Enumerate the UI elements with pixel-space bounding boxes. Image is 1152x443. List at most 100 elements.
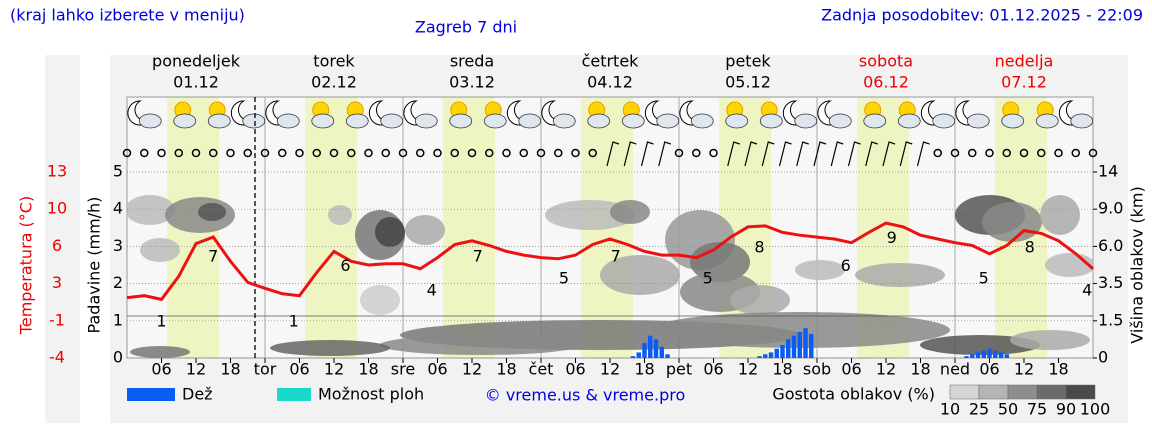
precip-bar [1004, 354, 1009, 358]
x-tick-label: 06 [841, 360, 861, 379]
wind-barb [761, 141, 775, 167]
precip-bar [964, 356, 969, 358]
temp-label: 4 [1082, 281, 1092, 300]
wind-calm [157, 148, 166, 158]
cloud-axis-title: Višina oblakov (km) [1128, 186, 1147, 343]
wind-barb [778, 141, 792, 167]
wind-barb [796, 141, 809, 167]
temp-label: 6 [841, 256, 851, 275]
temp-label: 1 [156, 312, 166, 331]
temp-label: 7 [611, 247, 621, 266]
x-tick-label: ned [940, 360, 970, 379]
wind-calm [1054, 148, 1063, 158]
temp-tick-label: -1 [49, 310, 65, 329]
cloud-legend-title: Gostota oblakov (%) [772, 385, 935, 404]
precip-bar [763, 354, 768, 358]
cloud-blob [855, 263, 945, 287]
day-name: četrtek [582, 52, 640, 71]
cloud-legend-tick: 90 [1056, 400, 1076, 419]
cloud-blob [127, 195, 175, 225]
cloud-icon [690, 113, 714, 129]
precip-axis-title: Padavine (mm/h) [85, 197, 104, 334]
cloud-icon [587, 113, 611, 129]
wind-calm [968, 148, 977, 158]
cloud-blob [360, 285, 400, 315]
day-date: 04.12 [587, 73, 633, 92]
x-tick-label: 06 [565, 360, 585, 379]
wind-calm [140, 148, 149, 158]
x-tick-label: 12 [462, 360, 482, 379]
cloud-icon [242, 113, 266, 129]
day-date: 05.12 [725, 73, 771, 92]
precip-bar [998, 352, 1004, 358]
day-name: ponedeljek [152, 52, 241, 71]
temp-label: 6 [340, 256, 350, 275]
legend-label: Dež [182, 385, 213, 404]
temp-label: 5 [559, 268, 569, 287]
x-tick-label: 06 [703, 360, 723, 379]
temp-label: 4 [427, 281, 437, 300]
precip-bar [797, 331, 802, 358]
temp-label: 5 [703, 268, 713, 287]
cloud-tick-label: 1.5 [1098, 310, 1123, 329]
title: Zagreb 7 dni [415, 18, 517, 37]
temp-label: 5 [979, 268, 989, 287]
wind-calm [692, 148, 701, 158]
x-tick-label: 06 [979, 360, 999, 379]
day-date: 01.12 [173, 73, 219, 92]
cloud-legend-box [1007, 384, 1038, 400]
wind-calm [536, 148, 546, 158]
wind-calm [933, 148, 942, 158]
cloud-blob [380, 335, 580, 355]
wind-calm [485, 148, 494, 158]
temp-tick-label: 13 [47, 162, 67, 181]
wind-calm [347, 148, 356, 158]
wind-calm [450, 148, 459, 158]
x-tick-label: 18 [358, 360, 378, 379]
wind-calm [226, 148, 235, 158]
wind-calm [433, 148, 442, 158]
cloud-legend-tick: 25 [969, 400, 989, 419]
cloud-icon [449, 113, 473, 129]
cloud-icon [207, 113, 231, 129]
precip-bar [642, 343, 647, 358]
precip-bar [981, 350, 986, 358]
temp-tick-label: 10 [47, 199, 67, 218]
wind-barb [916, 141, 930, 167]
cloud-legend-box [949, 384, 980, 400]
precip-bar [780, 344, 785, 358]
cloud-icon [863, 113, 887, 129]
wind-calm [416, 148, 425, 158]
precip-bar [987, 348, 992, 358]
x-tick-label: 06 [289, 360, 309, 379]
cloud-icon [276, 113, 300, 129]
wind-calm [519, 148, 528, 158]
x-tick-label: 18 [910, 360, 930, 379]
precip-bar [970, 354, 975, 358]
x-tick-label: 18 [772, 360, 792, 379]
cloud-blob [375, 217, 405, 247]
precip-bar [665, 354, 670, 358]
precip-bar [791, 335, 797, 358]
cloud-icon [380, 113, 404, 129]
cloud-legend-box [978, 384, 1009, 400]
precip-bar [993, 350, 998, 358]
precip-bar [768, 352, 774, 358]
legend-swatch [127, 388, 175, 401]
wind-calm [1088, 148, 1098, 158]
precip-bar [659, 346, 664, 358]
cloud-blob [405, 215, 445, 245]
precip-bar [786, 339, 791, 358]
precip-bar [975, 352, 981, 358]
cloud-legend-tick: 100 [1080, 400, 1111, 419]
left-panel [45, 55, 80, 423]
x-tick-label: 18 [1048, 360, 1068, 379]
precip-bar [757, 356, 762, 358]
cloud-icon [932, 113, 956, 129]
temp-tick-label: 3 [52, 273, 62, 292]
hint: (kraj lahko izberete v meniju) [10, 6, 245, 25]
x-tick-label: pet [666, 360, 692, 379]
cloud-legend-tick: 75 [1027, 400, 1047, 419]
cloud-icon [1035, 113, 1059, 129]
cloud-icon [483, 113, 507, 129]
